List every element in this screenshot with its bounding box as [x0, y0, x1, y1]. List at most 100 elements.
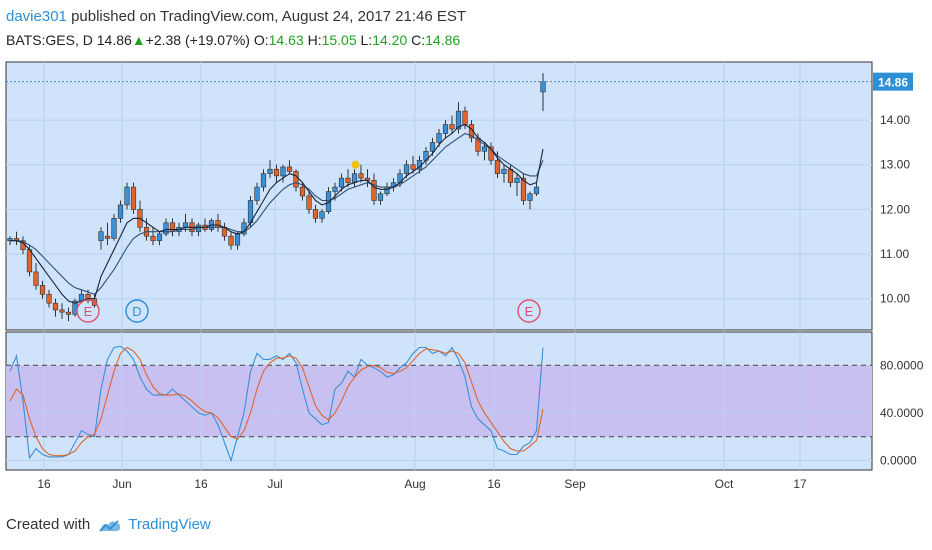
- tradingview-logo-icon: [99, 519, 121, 532]
- created-with-text: Created with: [6, 516, 91, 533]
- moving-average-fast-line: [10, 123, 544, 304]
- candle-body: [455, 110, 462, 130]
- price-pane: [5, 61, 873, 331]
- publish-info: davie301 published on TradingView.com, A…: [6, 8, 466, 25]
- candle-body: [527, 193, 533, 201]
- candle: [312, 204, 319, 223]
- candle-body: [85, 293, 91, 300]
- candle: [280, 164, 286, 183]
- candle: [306, 191, 312, 214]
- x-tick-label: 16: [37, 477, 51, 491]
- price-change: +2.38 (+19.07%): [145, 32, 250, 48]
- candle: [156, 231, 163, 246]
- last-price: 14.86: [96, 32, 132, 48]
- candle: [442, 120, 449, 138]
- candle: [130, 182, 137, 214]
- candle-body: [351, 173, 358, 183]
- candle-body: [345, 177, 351, 183]
- footer: Created with TradingView: [6, 516, 211, 533]
- moving-average-slow-line: [10, 132, 544, 295]
- candle-body: [377, 193, 384, 201]
- candle: [150, 227, 156, 246]
- candle-body: [59, 309, 65, 313]
- symbol-label: BATS:GES, D: [6, 32, 93, 48]
- candle: [455, 102, 462, 134]
- candle: [98, 227, 104, 250]
- candle: [449, 115, 455, 134]
- candle-body: [540, 81, 546, 93]
- candle: [33, 263, 39, 290]
- price-y-tick-label: 10.00: [880, 292, 910, 306]
- candle: [254, 182, 260, 205]
- candle: [111, 213, 117, 241]
- candle-body: [65, 311, 72, 315]
- x-tick-label: Jul: [267, 477, 282, 491]
- candle-body: [150, 235, 156, 241]
- high-value: 15.05: [321, 32, 357, 48]
- candle-body: [338, 177, 345, 188]
- candle-body: [299, 186, 306, 197]
- candle: [527, 191, 533, 210]
- candle-body: [124, 186, 130, 206]
- event-marker-circle: [125, 299, 149, 323]
- candle: [520, 173, 527, 205]
- candle: [514, 173, 520, 196]
- candle-body: [46, 293, 52, 304]
- x-tick-label: Oct: [715, 477, 734, 491]
- candle: [338, 173, 345, 192]
- candle-body: [26, 249, 33, 273]
- candle: [72, 298, 78, 317]
- candle-body: [215, 220, 221, 228]
- high-label: H:: [307, 32, 322, 48]
- candle-body: [156, 233, 163, 241]
- candle-body: [306, 195, 312, 210]
- candle-body: [267, 168, 273, 174]
- candle-body: [481, 146, 488, 152]
- candle: [293, 169, 299, 192]
- candle-body: [520, 177, 527, 201]
- x-tick-label: 16: [194, 477, 208, 491]
- candle: [117, 200, 124, 223]
- candle-body: [286, 166, 293, 172]
- author-link[interactable]: davie301: [6, 8, 67, 25]
- tradingview-link[interactable]: TradingView: [128, 516, 211, 533]
- candle: [286, 160, 293, 174]
- candle: [65, 307, 72, 322]
- candle: [52, 298, 59, 317]
- candle-body: [260, 173, 267, 188]
- candle-body: [33, 271, 39, 286]
- candle: [501, 164, 507, 183]
- candle: [273, 164, 280, 183]
- price-y-tick-label: 11.00: [880, 247, 909, 261]
- candle-body: [130, 186, 137, 210]
- oscillator-y-tick-label: 80.0000: [880, 358, 924, 372]
- candle: [299, 182, 306, 201]
- candle: [377, 191, 384, 205]
- candle-body: [254, 186, 260, 201]
- last-price-badge: [873, 72, 913, 91]
- candle: [124, 182, 130, 210]
- candle: [481, 142, 488, 161]
- marker-dot: [351, 160, 360, 169]
- candle-body: [39, 285, 46, 295]
- candle-body: [117, 204, 124, 219]
- event-marker-label: E: [525, 304, 534, 319]
- chart-area[interactable]: 16 Jun 16 Jul Aug 16 Sep Oct 17 10.00 11.00 12.00 13…: [0, 60, 932, 500]
- candle: [163, 218, 169, 237]
- candle-body: [442, 124, 449, 134]
- candle-body: [436, 133, 442, 143]
- low-value: 14.20: [372, 32, 408, 48]
- candle: [533, 182, 540, 196]
- candle-body: [410, 164, 416, 170]
- candle-body: [228, 235, 234, 246]
- candle-body: [501, 168, 507, 174]
- candle: [228, 231, 234, 250]
- overbought-oversold-band: [6, 365, 872, 437]
- event-marker-label: D: [132, 304, 141, 319]
- candle: [332, 182, 338, 201]
- price-y-tick-label: 13.00: [880, 158, 910, 172]
- candle-body: [488, 146, 494, 161]
- candle: [488, 142, 494, 165]
- low-label: L:: [360, 32, 373, 48]
- candle-body: [507, 168, 514, 183]
